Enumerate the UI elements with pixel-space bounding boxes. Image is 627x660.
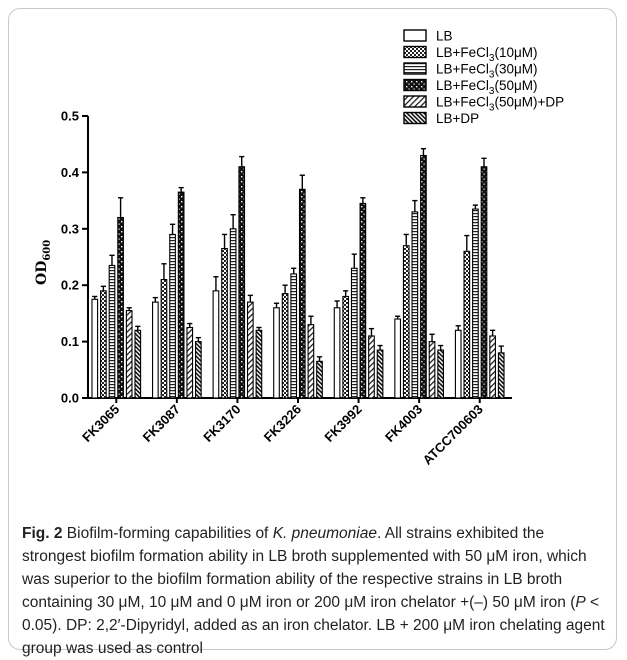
bar [316,360,323,399]
bar [290,273,298,399]
x-tick-label: ATCC700603 [420,402,486,468]
y-tick-label: 0.4 [61,165,80,180]
caption-p: P [575,594,586,611]
legend-label: LB+FeCl3(50μM)+DP [436,95,564,114]
legend-swatch [403,45,427,59]
legend-swatch [403,78,427,92]
bar [350,267,358,399]
bar [428,341,436,399]
bar [117,216,124,399]
bar [454,329,462,399]
y-tick-label: 0.0 [61,391,79,406]
bar [472,208,479,399]
y-tick-label: 0.3 [61,221,79,236]
bar [229,228,237,399]
bar [420,154,427,399]
bar [91,298,99,399]
legend-swatch [403,111,427,125]
bar [238,166,246,399]
bar [273,307,280,399]
legend-swatch [403,95,427,108]
legend-label: LB+FeCl3(10μM) [436,45,538,64]
bar [333,307,341,399]
bar [298,188,306,399]
legend-label: LB [436,29,453,44]
caption-text-2: . All strains exhibited the strongest bi… [22,525,587,611]
caption-text-3: < 0.05). DP: 2,2′-Dipyridyl, added as an… [22,594,605,657]
bar-chart: 0.0 0.1 0.2 0.3 0.4 0.5 OD600 FK3065 FK3087 FK317… [34,29,564,468]
legend-swatch [403,62,427,75]
figure-caption: Fig. 2 Biofilm-forming capabilities of K… [22,522,608,660]
bar [480,166,488,399]
bars [91,154,505,399]
x-tick-label: FK3065 [79,402,122,445]
bar [394,318,401,399]
bar [134,329,142,399]
y-tick-label: 0.2 [61,278,79,293]
bar [186,326,194,399]
bar [255,329,263,399]
bar [463,250,471,399]
caption-text-1: Biofilm-forming capabilities of [62,525,273,542]
bar [281,293,289,399]
error-bars [92,148,504,362]
bar [169,233,176,399]
caption-species: K. pneumoniae [272,525,377,542]
bar [212,290,220,399]
bar [342,295,350,399]
bar [160,279,168,399]
bar [108,264,116,399]
legend-label: LB+DP [436,111,479,126]
x-tick-label: FK4003 [382,402,425,445]
bar [246,301,254,399]
legend-label: LB+FeCl3(50μM) [436,78,538,97]
bar [152,301,159,399]
x-tick-label: FK3992 [321,402,364,445]
y-tick-label: 0.5 [61,109,79,124]
legend: LBLB+FeCl3(10μM)LB+FeCl3(30μM)LB+FeCl3(5… [403,29,564,126]
y-axis-label: OD600 [34,240,53,285]
axes: 0.0 0.1 0.2 0.3 0.4 0.5 OD600 FK3065 FK3087 FK317… [34,109,512,468]
legend-swatch [403,29,427,42]
bar [411,211,419,399]
bar [489,335,496,399]
bar [125,310,133,399]
bar [307,324,315,399]
bar [497,352,505,399]
bar [221,247,228,399]
bar [195,341,202,399]
bar [376,349,384,399]
x-tick-label: FK3226 [261,402,304,445]
bar [359,202,367,399]
bar [177,191,185,399]
x-tick-label: FK3087 [140,402,183,445]
bar [402,245,410,399]
bar [368,335,375,399]
x-tick-label: FK3170 [200,402,243,445]
bar [437,349,444,399]
bar [100,290,107,399]
y-tick-label: 0.1 [61,334,79,349]
caption-fig-label: Fig. 2 [22,525,63,542]
legend-label: LB+FeCl3(30μM) [436,62,538,81]
